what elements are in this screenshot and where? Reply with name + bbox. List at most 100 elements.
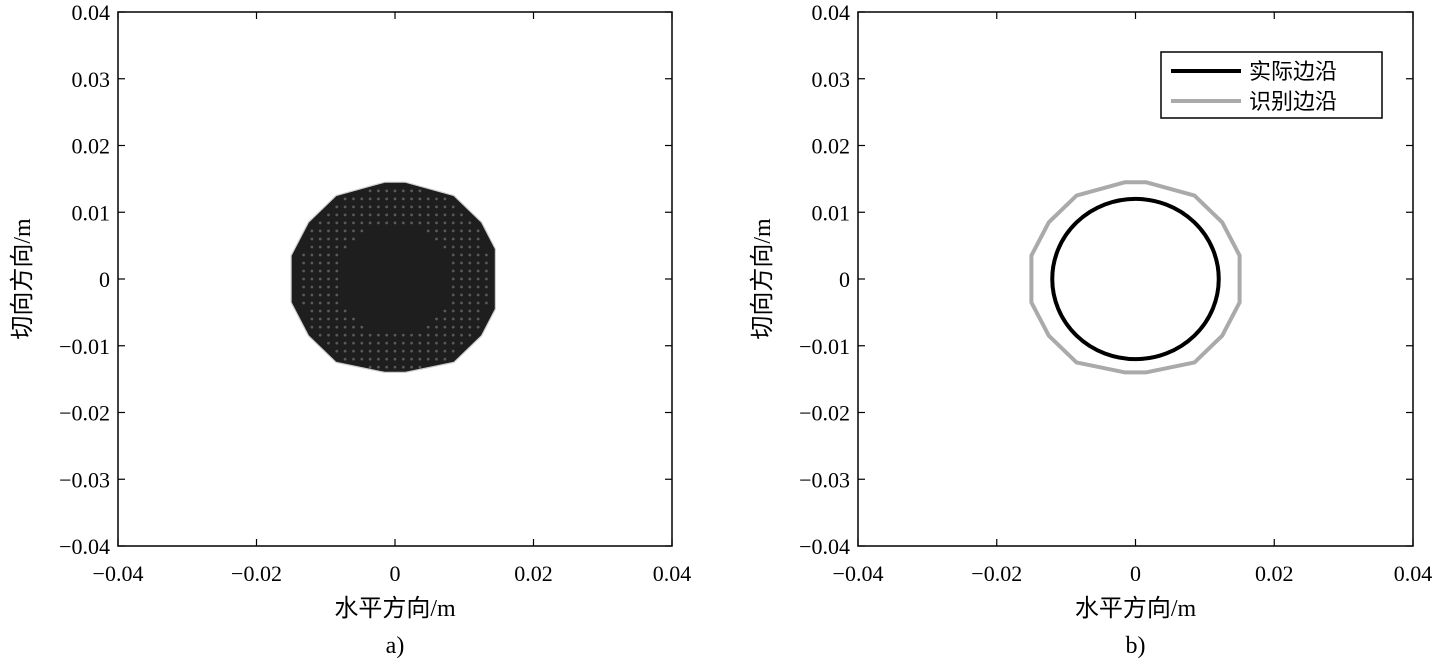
sample-point — [393, 357, 397, 361]
sample-point — [327, 333, 330, 337]
sample-point — [302, 301, 305, 305]
sample-point — [302, 261, 305, 265]
sample-point — [327, 317, 330, 321]
sample-point — [476, 245, 480, 249]
sample-point — [360, 197, 364, 201]
sample-point — [426, 221, 430, 225]
sample-point — [377, 197, 380, 201]
sample-point — [418, 341, 422, 345]
sample-point — [435, 205, 438, 209]
sample-point — [302, 253, 305, 257]
sample-point — [451, 285, 455, 289]
sample-point — [401, 341, 405, 345]
sample-point — [401, 365, 405, 369]
sample-point — [410, 189, 413, 193]
sample-point — [401, 333, 405, 337]
sample-point — [451, 317, 455, 321]
sample-point — [401, 189, 405, 193]
sample-point — [401, 357, 405, 361]
sample-point — [410, 213, 413, 217]
sample-point — [343, 245, 347, 249]
y-tick-label: −0.01 — [799, 334, 850, 359]
y-tick-label: −0.03 — [59, 467, 110, 492]
sample-point — [476, 317, 480, 321]
sample-point — [451, 213, 455, 217]
sample-point — [460, 253, 463, 257]
sample-point — [377, 349, 380, 353]
sample-point — [310, 229, 314, 233]
sample-point — [335, 237, 339, 241]
sample-point — [393, 349, 397, 353]
legend-box — [1160, 51, 1383, 119]
sample-point — [368, 205, 372, 209]
sample-point — [352, 357, 355, 361]
sample-point — [476, 237, 480, 241]
sample-point — [393, 221, 397, 225]
y-tick-label: 0.03 — [72, 67, 111, 92]
sample-point — [352, 333, 355, 337]
x-tick-label: 0.02 — [1255, 561, 1294, 586]
sample-point — [327, 229, 330, 233]
sample-point — [360, 213, 364, 217]
sample-point — [385, 357, 389, 361]
panel-a: −0.04 −0.02 0 0.02 0.04 0.04 0.03 0.02 0.01 0 −0.0… — [9, 0, 691, 659]
sample-point — [335, 293, 339, 297]
sample-point — [435, 197, 438, 201]
sample-point — [410, 349, 413, 353]
x-tick-label: 0 — [390, 561, 401, 586]
sample-point — [310, 325, 314, 329]
sample-point — [335, 333, 339, 337]
sample-point — [335, 213, 339, 217]
panel-caption: b) — [1126, 633, 1146, 659]
y-tick-label: 0.02 — [812, 134, 851, 159]
legend-label: 识别边沿 — [1249, 89, 1337, 114]
sample-point — [451, 277, 455, 281]
sample-point — [451, 341, 455, 345]
sample-point — [385, 341, 389, 345]
sample-point — [443, 325, 447, 329]
sample-point — [418, 365, 422, 369]
y-tick-label: −0.04 — [59, 534, 110, 559]
sample-point — [460, 245, 463, 249]
sample-point — [327, 301, 330, 305]
sample-point — [327, 269, 330, 273]
sample-point — [485, 301, 488, 305]
sample-point — [468, 325, 472, 329]
sample-point — [418, 197, 422, 201]
sample-point — [343, 341, 347, 345]
sample-point — [460, 221, 463, 225]
sample-point — [327, 237, 330, 241]
sample-point — [435, 333, 438, 337]
sample-point — [368, 365, 372, 369]
sample-point — [343, 309, 347, 313]
sample-point — [435, 213, 438, 217]
sample-point — [368, 349, 372, 353]
sample-point — [443, 245, 447, 249]
sample-point — [368, 341, 372, 345]
sample-point — [451, 333, 455, 337]
sample-point — [451, 269, 455, 273]
sample-point — [401, 213, 405, 217]
sample-point — [451, 237, 455, 241]
sample-point — [335, 253, 339, 257]
sample-point — [418, 205, 422, 209]
sample-point — [335, 221, 339, 225]
sample-point — [393, 213, 397, 217]
sample-point — [335, 349, 339, 353]
sample-point — [468, 261, 472, 265]
sample-point — [368, 221, 372, 225]
sample-point — [352, 229, 355, 233]
sample-point — [310, 277, 314, 281]
sample-point — [460, 317, 463, 321]
sample-point — [485, 269, 488, 273]
sample-point — [343, 205, 347, 209]
sample-point — [302, 285, 305, 289]
sample-point — [318, 253, 322, 257]
sample-point — [476, 309, 480, 313]
sample-point — [418, 189, 422, 193]
legend-label: 实际边沿 — [1249, 59, 1337, 84]
sample-point — [335, 285, 339, 289]
sample-point — [318, 277, 322, 281]
sample-point — [327, 309, 330, 313]
